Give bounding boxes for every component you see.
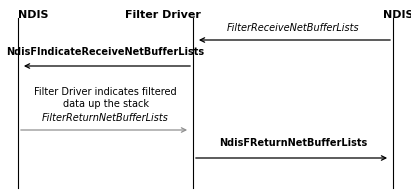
Text: NDIS: NDIS — [383, 10, 411, 20]
Text: Filter Driver: Filter Driver — [125, 10, 201, 20]
Text: FilterReceiveNetBufferLists: FilterReceiveNetBufferLists — [227, 23, 359, 33]
Text: Filter Driver indicates filtered
data up the stack: Filter Driver indicates filtered data up… — [34, 87, 177, 109]
Text: NdisFReturnNetBufferLists: NdisFReturnNetBufferLists — [219, 138, 367, 148]
Text: NdisFIndicateReceiveNetBufferLists: NdisFIndicateReceiveNetBufferLists — [7, 47, 205, 57]
Text: FilterReturnNetBufferLists: FilterReturnNetBufferLists — [42, 113, 169, 123]
Text: NDIS: NDIS — [18, 10, 48, 20]
